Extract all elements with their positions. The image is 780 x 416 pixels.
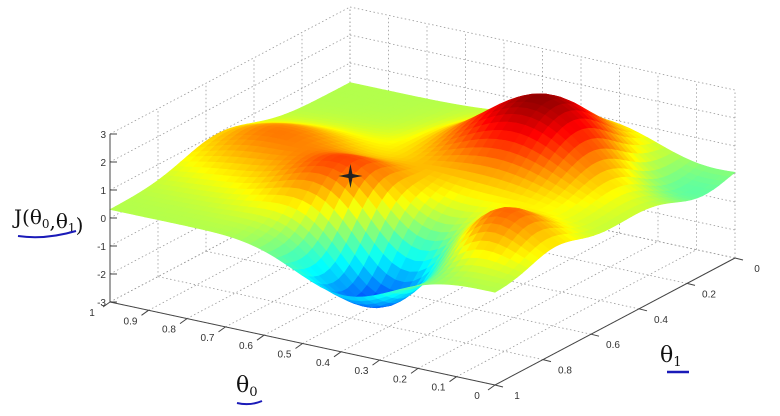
floor-gridline-x: [148, 182, 389, 311]
y-tick: [686, 282, 696, 286]
x-tick: [410, 367, 419, 374]
floor-gridline-x: [263, 207, 505, 336]
floor-gridline-x: [340, 224, 582, 353]
x-tick-label: 0.1: [432, 383, 446, 394]
floor-gridline-x: [302, 216, 543, 344]
x-tick-label: 0.2: [393, 374, 407, 385]
y-axis-line: [494, 257, 736, 386]
x-tick-label: 0.5: [278, 350, 292, 361]
surface-patch: [485, 286, 502, 293]
y-tick-label: 0.2: [702, 289, 716, 300]
floor-gridline-x: [417, 241, 659, 369]
z-tick-label: -2: [97, 270, 106, 281]
z-tick-label: 2: [100, 158, 106, 169]
wall-gridline-z: [109, 174, 351, 303]
x-tick: [256, 334, 265, 341]
x-tick-label: 1: [89, 308, 95, 319]
y-tick-label: 0.4: [654, 315, 668, 326]
x-tick: [449, 376, 457, 383]
wall-gridline-z: [349, 6, 736, 91]
x-tick: [141, 309, 149, 316]
x-tick-label: 0.8: [162, 325, 176, 336]
x-label-underline: [236, 400, 263, 406]
x-tick-label: 0.6: [239, 341, 253, 352]
floor-gridline-x: [456, 249, 697, 378]
x-tick: [487, 384, 496, 391]
floor-gridline-x: [225, 199, 466, 328]
wall-gridline-z: [109, 118, 351, 247]
z-tick-label: -3: [97, 298, 106, 309]
y-tick-label: 0: [754, 264, 760, 275]
x-tick: [333, 351, 342, 358]
x-tick-label: 0.3: [355, 366, 369, 377]
y-tick-label: 0.6: [606, 340, 620, 351]
floor-gridline-x: [379, 232, 620, 361]
z-tick-label: -1: [97, 242, 106, 253]
y-tick: [734, 257, 744, 261]
wall-gridline-z: [109, 6, 351, 135]
y-tick: [590, 333, 600, 337]
x-axis-label: θ0: [236, 373, 258, 400]
x-tick-label: 0.4: [316, 358, 330, 369]
x-tick: [372, 359, 380, 366]
y-tick-label: 0.8: [558, 366, 572, 377]
star-icon: [338, 163, 363, 188]
x-tick-label: 0: [474, 391, 480, 402]
z-tick-label: 3: [100, 130, 106, 141]
wall-gridline-z: [349, 34, 736, 119]
x-tick: [179, 318, 188, 325]
y-tick: [542, 359, 552, 363]
floor-gridline-y: [157, 276, 544, 360]
wall-gridline-z: [109, 146, 351, 275]
x-tick: [102, 301, 111, 308]
wall-gridline-z: [109, 34, 351, 163]
z-tick-label: 0: [100, 214, 106, 225]
y-tick: [638, 308, 648, 312]
y-axis-label: θ1: [660, 343, 682, 370]
z-tick-label: 1: [100, 186, 106, 197]
axes: -3 -2 -1 0 1 2 3 1 0.9 0.8 0.7 0.6 0.5 0.4 0.3 0.2 0.1 0 0…: [89, 130, 760, 402]
z-label-underline: [17, 230, 77, 239]
cost-surface: [109, 82, 736, 309]
x-tick-label: 0.9: [124, 316, 138, 327]
star-marker: [338, 163, 363, 188]
y-tick: [494, 384, 504, 388]
x-tick: [295, 343, 303, 349]
x-tick: [218, 326, 226, 333]
y-tick-label: 1: [514, 391, 520, 402]
x-tick-label: 0.7: [201, 333, 215, 344]
floor-gridline-x: [186, 191, 428, 319]
wall-gridline-z: [109, 62, 351, 191]
